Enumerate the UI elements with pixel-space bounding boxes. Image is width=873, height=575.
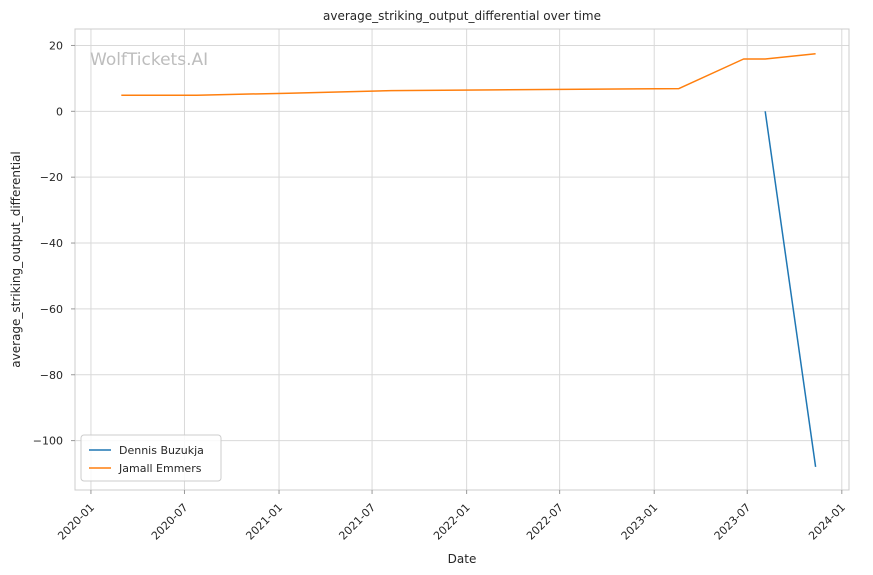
- y-tick-label: −60: [40, 303, 63, 316]
- y-tick-label: −100: [33, 435, 63, 448]
- watermark: WolfTickets.AI: [90, 50, 208, 70]
- chart-title: average_striking_output_differential ove…: [323, 9, 601, 23]
- series-line: [121, 52, 816, 96]
- y-tick-label: −40: [40, 237, 63, 250]
- data-series: [121, 52, 817, 468]
- plot-area: [74, 28, 850, 491]
- y-axis-ticks: 20 0 −20 −40 −60 −80 −100: [33, 39, 75, 448]
- y-tick-label: 0: [56, 105, 63, 118]
- legend-label: Jamall Emmers: [118, 462, 202, 475]
- x-axis-label: Date: [448, 552, 477, 566]
- legend-box: [80, 434, 222, 482]
- series-line: [764, 111, 817, 468]
- y-tick-label: 20: [49, 39, 63, 52]
- grid-lines: [75, 29, 849, 490]
- legend-label: Dennis Buzukja: [119, 444, 204, 457]
- y-tick-label: −80: [40, 369, 63, 382]
- y-axis-label: average_striking_output_differential: [9, 151, 23, 367]
- y-tick-label: −20: [40, 171, 63, 184]
- legend: Dennis Buzukja Jamall Emmers: [80, 434, 222, 482]
